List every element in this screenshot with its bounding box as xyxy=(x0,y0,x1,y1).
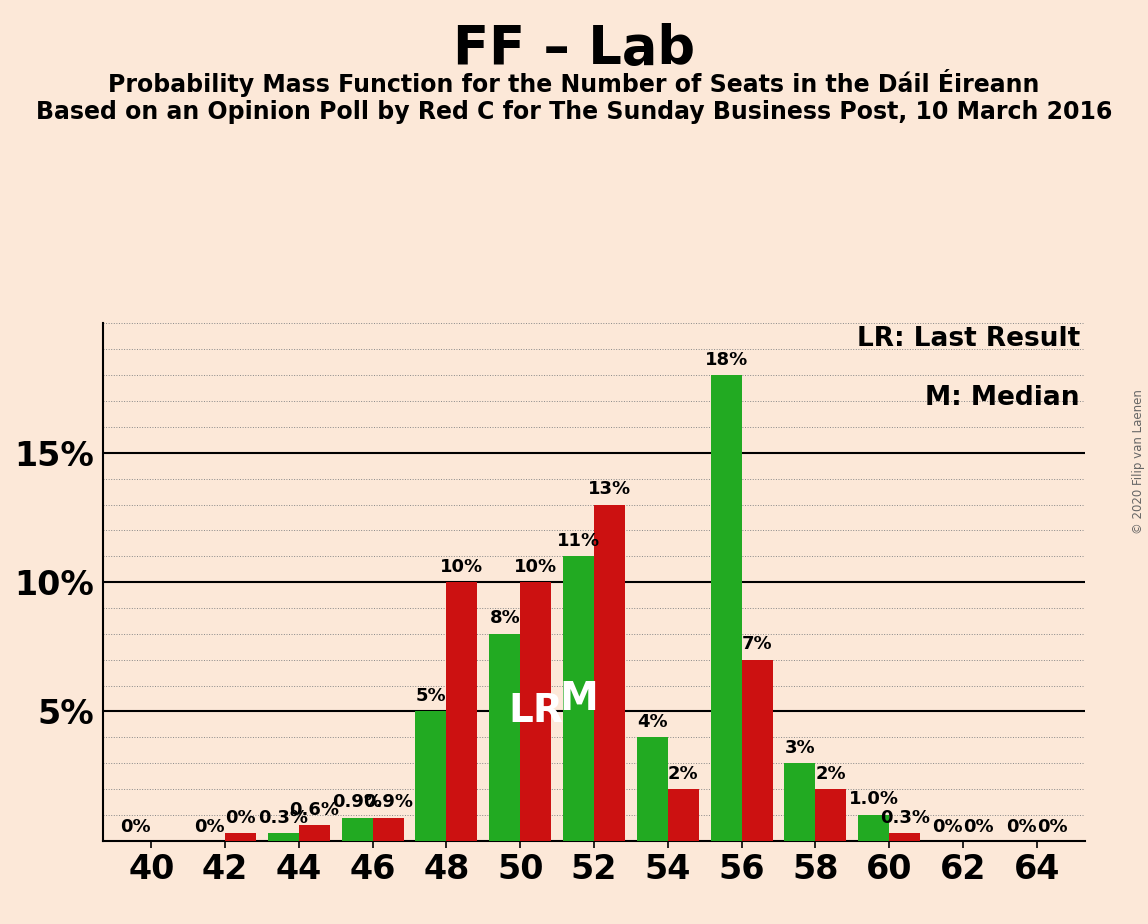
Bar xyxy=(815,789,846,841)
Bar xyxy=(225,833,256,841)
Text: 0%: 0% xyxy=(932,818,963,836)
Text: 8%: 8% xyxy=(489,610,520,627)
Text: 0%: 0% xyxy=(963,818,994,836)
Text: M: M xyxy=(559,679,598,718)
Bar xyxy=(489,634,520,841)
Bar xyxy=(668,789,699,841)
Bar xyxy=(520,582,551,841)
Text: 0.9%: 0.9% xyxy=(332,793,382,811)
Text: 2%: 2% xyxy=(668,765,699,783)
Text: FF – Lab: FF – Lab xyxy=(453,23,695,75)
Text: Based on an Opinion Poll by Red C for The Sunday Business Post, 10 March 2016: Based on an Opinion Poll by Red C for Th… xyxy=(36,100,1112,124)
Text: 2%: 2% xyxy=(816,765,846,783)
Text: 10%: 10% xyxy=(441,558,483,576)
Text: 3%: 3% xyxy=(785,739,815,757)
Bar xyxy=(637,737,668,841)
Bar xyxy=(784,763,815,841)
Text: 13%: 13% xyxy=(588,480,631,498)
Bar xyxy=(298,825,329,841)
Text: 0%: 0% xyxy=(121,818,152,836)
Text: 0%: 0% xyxy=(1006,818,1037,836)
Bar xyxy=(890,833,921,841)
Text: 7%: 7% xyxy=(742,636,773,653)
Text: © 2020 Filip van Laenen: © 2020 Filip van Laenen xyxy=(1132,390,1146,534)
Text: 0.3%: 0.3% xyxy=(258,808,309,827)
Text: 1.0%: 1.0% xyxy=(848,791,899,808)
Text: LR: Last Result: LR: Last Result xyxy=(856,326,1080,352)
Bar xyxy=(373,818,404,841)
Bar xyxy=(447,582,478,841)
Text: 4%: 4% xyxy=(637,713,668,731)
Text: 0.6%: 0.6% xyxy=(289,801,340,819)
Text: 0%: 0% xyxy=(1037,818,1068,836)
Text: 0.9%: 0.9% xyxy=(363,793,413,811)
Text: M: Median: M: Median xyxy=(925,385,1080,411)
Text: 5%: 5% xyxy=(416,687,447,705)
Bar xyxy=(859,815,890,841)
Bar xyxy=(595,505,625,841)
Text: 10%: 10% xyxy=(514,558,557,576)
Text: 0%: 0% xyxy=(225,808,256,827)
Bar xyxy=(416,711,447,841)
Text: 0.3%: 0.3% xyxy=(879,808,930,827)
Text: 11%: 11% xyxy=(557,532,600,550)
Bar xyxy=(342,818,373,841)
Bar xyxy=(711,375,742,841)
Text: 18%: 18% xyxy=(705,351,747,369)
Text: Probability Mass Function for the Number of Seats in the Dáil Éireann: Probability Mass Function for the Number… xyxy=(108,69,1040,97)
Text: 0%: 0% xyxy=(194,818,225,836)
Bar xyxy=(563,556,595,841)
Text: LR: LR xyxy=(509,692,564,731)
Bar xyxy=(742,660,773,841)
Bar xyxy=(267,833,298,841)
